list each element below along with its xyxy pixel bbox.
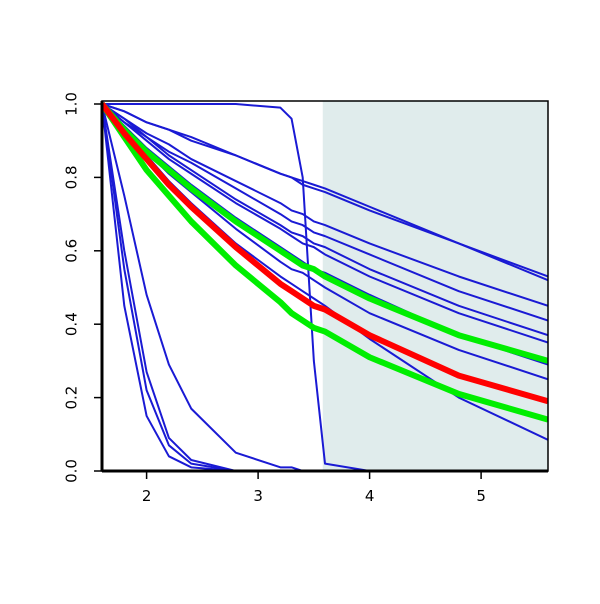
x-tick-label: 2 (142, 487, 152, 505)
shaded-region (322, 101, 548, 471)
y-tick-label: 1.0 (63, 92, 81, 116)
series-line (102, 103, 548, 471)
y-tick-label: 0.0 (63, 459, 81, 483)
series-line (102, 103, 548, 307)
y-tick-label: 0.4 (63, 312, 81, 336)
x-tick-label: 3 (253, 487, 263, 505)
x-tick-label: 4 (365, 487, 375, 505)
plot-area (102, 101, 548, 471)
axes: 2 3 4 5 0.0 0.2 0.4 0.6 0.8 1.0 (63, 92, 549, 505)
series-line (102, 102, 548, 405)
y-tick-label: 0.6 (63, 239, 81, 263)
series-line (102, 103, 548, 471)
series-line (102, 102, 548, 423)
y-tick-label: 0.8 (63, 165, 81, 189)
series-line (102, 102, 548, 364)
y-tick-label: 0.2 (63, 386, 81, 410)
series-line (102, 103, 548, 282)
x-tick-label: 5 (476, 487, 486, 505)
series-line (102, 103, 548, 337)
series-line (102, 103, 548, 471)
series-line (102, 103, 548, 344)
series-line (102, 103, 548, 471)
